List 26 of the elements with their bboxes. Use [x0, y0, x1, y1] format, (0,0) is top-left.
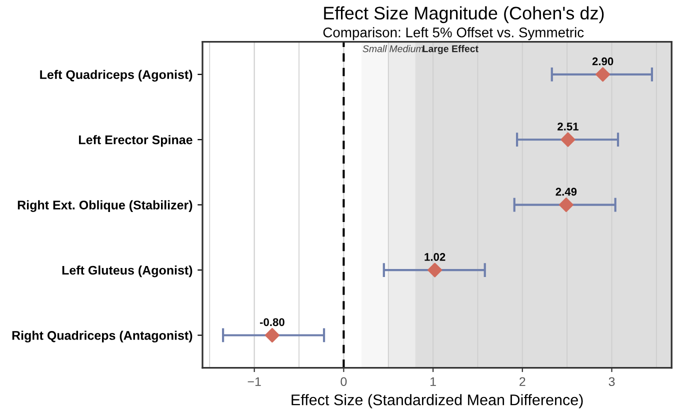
- data-label: -0.80: [260, 318, 284, 326]
- x-tick-label: 2: [520, 377, 526, 386]
- band-label: Small: [362, 45, 387, 52]
- point: [558, 198, 574, 212]
- x-tick-label: −1: [248, 377, 261, 386]
- point: [560, 132, 576, 147]
- y-tick-label: Right Ext. Oblique (Stabilizer): [18, 200, 192, 212]
- chart-subtitle: Comparison: Left 5% Offset vs. Symmetric: [323, 27, 584, 40]
- x-axis-title: Effect Size (Standardized Mean Difference): [292, 394, 583, 408]
- y-tick-label: Left Erector Spinae: [79, 135, 192, 147]
- x-tick-label: 1: [430, 377, 436, 386]
- y-tick-label: Left Gluteus (Agonist): [62, 266, 192, 278]
- data-label: 1.02: [424, 253, 446, 261]
- data-label: 2.51: [558, 122, 578, 130]
- y-tick-label: Right Quadriceps (Antagonist): [12, 330, 192, 342]
- point: [596, 67, 610, 82]
- data-label: 2.49: [556, 188, 577, 196]
- y-tick-label: Left Quadriceps (Agonist): [40, 70, 192, 82]
- chart-title: Effect Size Magnitude (Cohen's dz): [324, 6, 604, 24]
- band-label: Medium: [390, 45, 424, 52]
- data-label: 2.90: [592, 57, 614, 66]
- point: [264, 328, 280, 343]
- x-tick-label: 3: [608, 377, 615, 386]
- band-label: Large Effect: [422, 45, 478, 54]
- x-tick-label: 0: [340, 377, 347, 386]
- point: [428, 262, 442, 278]
